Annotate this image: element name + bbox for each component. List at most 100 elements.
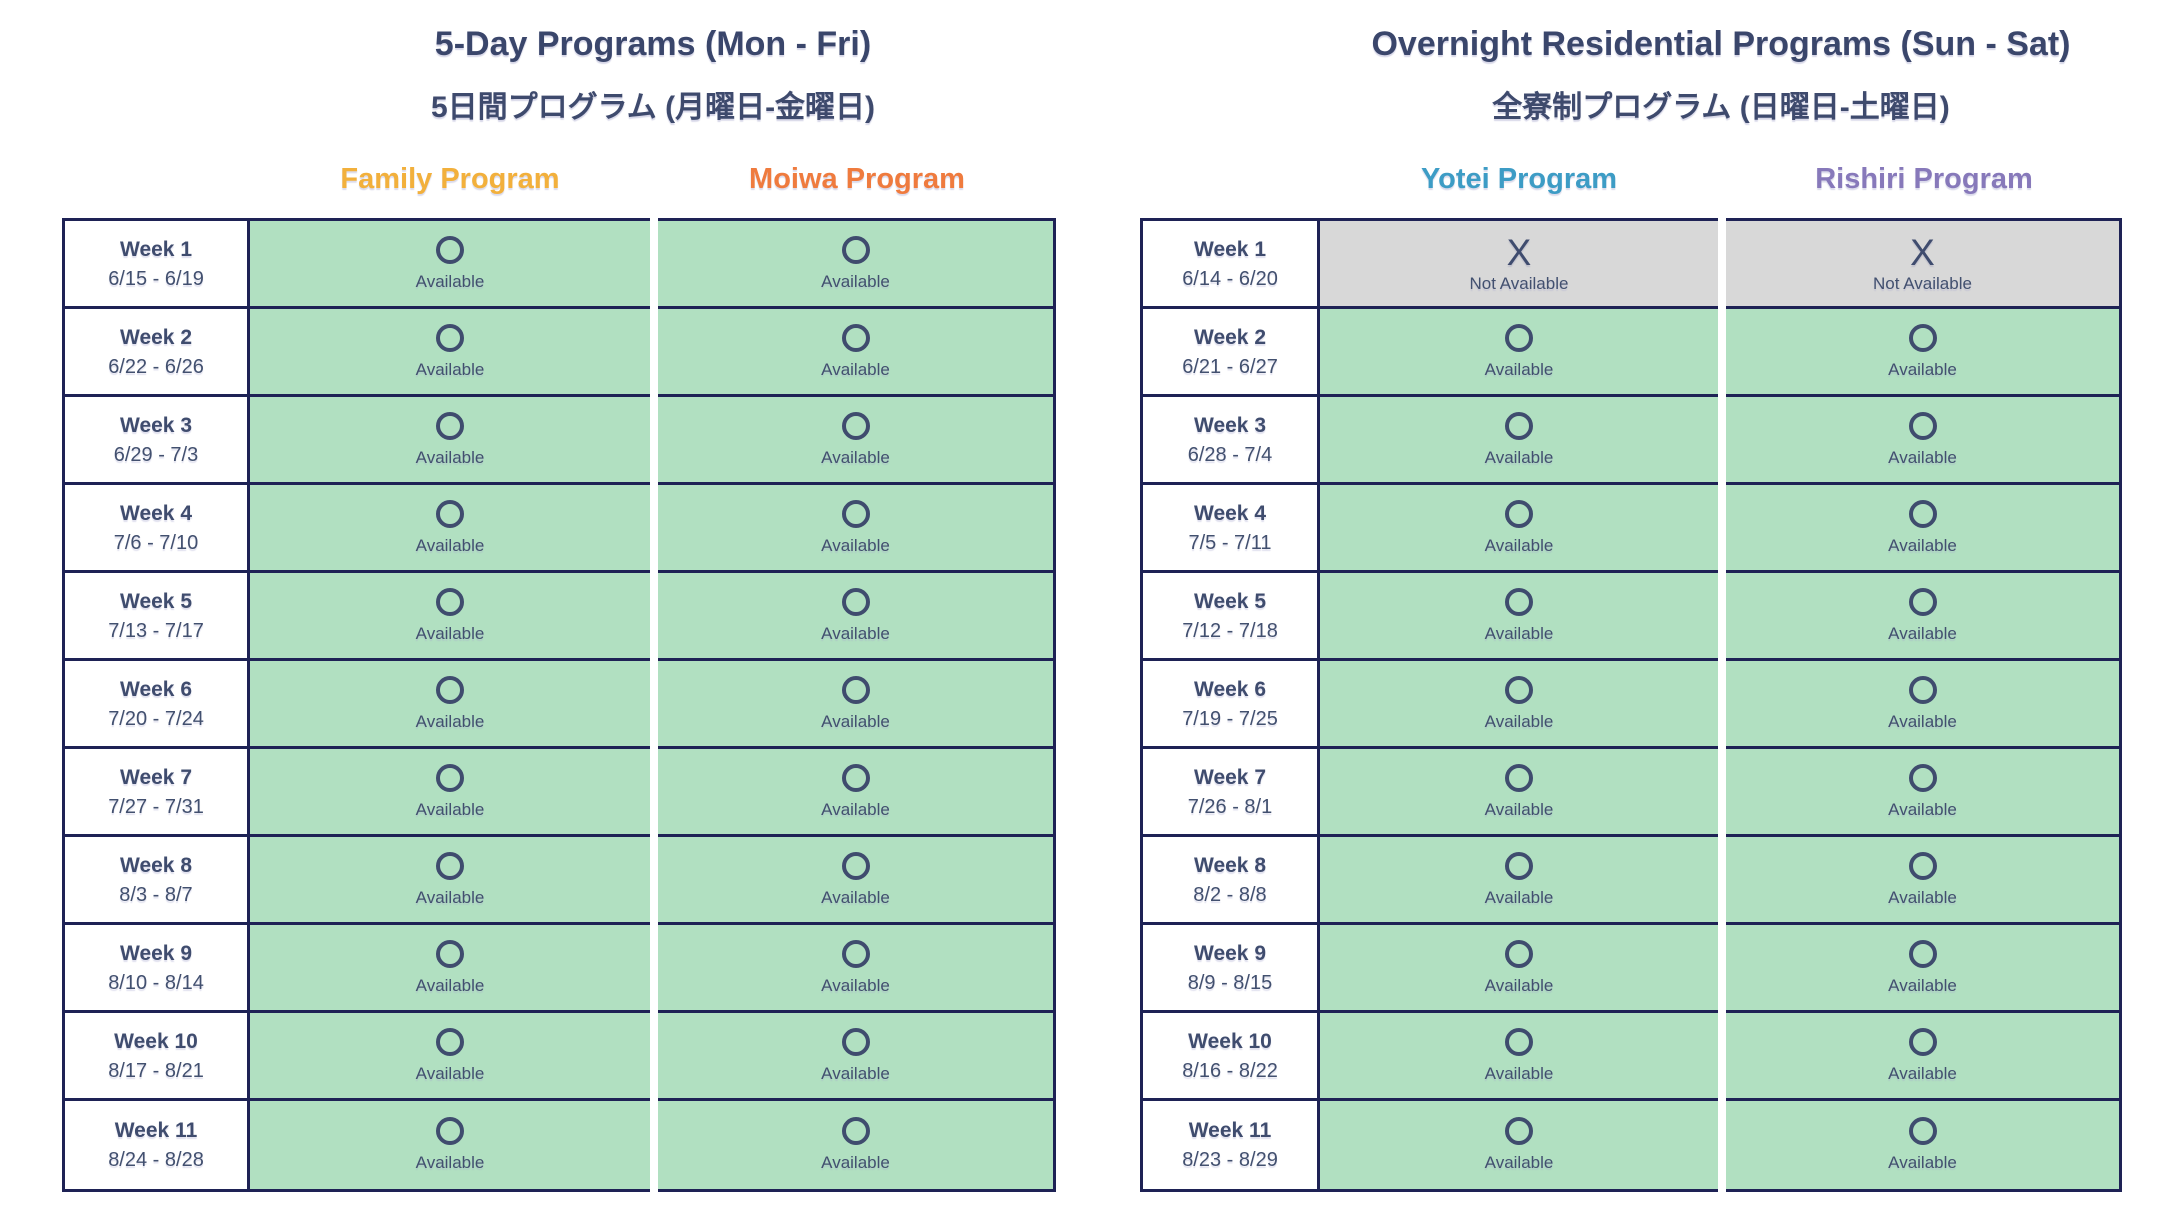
available-circle-icon xyxy=(436,675,464,704)
availability-cell: Available xyxy=(1726,925,2119,1013)
panel-title: 5-Day Programs (Mon - Fri) xyxy=(434,25,872,63)
week-cell: Week 2 6/21 - 6/27 xyxy=(1143,309,1317,397)
week-cell: Week 10 8/16 - 8/22 xyxy=(1143,1013,1317,1101)
week-label: Week 1 xyxy=(120,237,192,261)
available-circle-icon xyxy=(1505,587,1533,616)
availability-cell: Available xyxy=(1320,1101,1718,1189)
available-circle-icon xyxy=(1505,411,1533,440)
status-label: Available xyxy=(415,1153,485,1172)
week-label: Week 2 xyxy=(120,325,192,349)
week-label: Week 6 xyxy=(120,677,192,701)
status-label: Available xyxy=(1484,623,1554,643)
week-label: Week 8 xyxy=(1194,853,1266,877)
availability-cell: Available xyxy=(1726,309,2119,397)
available-circle-icon xyxy=(436,235,464,264)
status-label: Available xyxy=(415,1063,485,1083)
week-dates: 7/6 - 7/10 xyxy=(113,531,199,554)
week-dates: 7/27 - 7/31 xyxy=(108,795,204,818)
week-cell: Week 2 6/22 - 6/26 xyxy=(65,309,247,397)
week-label: Week 7 xyxy=(120,765,192,789)
availability-cell: Available xyxy=(1726,1013,2119,1101)
availability-cell: Available xyxy=(658,221,1053,309)
status-label: Available xyxy=(415,799,485,819)
week-label: Week 10 xyxy=(1188,1029,1272,1053)
available-circle-icon xyxy=(436,851,464,880)
availability-cell: Available xyxy=(250,485,650,573)
available-circle-icon xyxy=(1908,411,1937,440)
panel-title-block: 5-Day Programs (Mon - Fri) 5日間プログラム (月曜日… xyxy=(250,24,1056,126)
availability-cell: Available xyxy=(1320,309,1718,397)
status-label: Available xyxy=(1888,535,1957,555)
available-circle-icon xyxy=(436,1027,464,1056)
available-circle-icon xyxy=(436,499,464,528)
availability-cell: Available xyxy=(1726,485,2119,573)
week-cell: Week 3 6/28 - 7/4 xyxy=(1143,397,1317,485)
status-label: Available xyxy=(1484,1153,1554,1172)
available-circle-icon xyxy=(1505,675,1533,704)
status-label: Available xyxy=(1888,975,1957,995)
week-label: Week 1 xyxy=(1194,237,1266,261)
week-label: Week 10 xyxy=(114,1029,198,1053)
status-label: Available xyxy=(1484,887,1554,907)
panel-subtitle-jp: 5日間プログラム (月曜日-金曜日) xyxy=(430,91,876,124)
week-cell: Week 6 7/19 - 7/25 xyxy=(1143,661,1317,749)
available-circle-icon xyxy=(841,499,870,528)
status-label: Available xyxy=(415,711,485,731)
available-circle-icon xyxy=(1908,1027,1937,1056)
availability-cell: Available xyxy=(250,925,650,1013)
available-circle-icon xyxy=(1505,1027,1533,1056)
available-circle-icon xyxy=(436,939,464,968)
available-circle-icon xyxy=(1908,939,1937,968)
week-cell: Week 6 7/20 - 7/24 xyxy=(65,661,247,749)
panel-title-block: Overnight Residential Programs (Sun - Sa… xyxy=(1320,24,2122,126)
status-label: Available xyxy=(1484,975,1554,995)
availability-cell: Available xyxy=(1320,1013,1718,1101)
week-dates: 6/21 - 6/27 xyxy=(1182,355,1278,378)
status-label: Available xyxy=(821,1153,890,1172)
status-label: Available xyxy=(1484,711,1554,731)
available-circle-icon xyxy=(1908,851,1937,880)
availability-cell: Available xyxy=(1320,485,1718,573)
not-available-x-icon: X xyxy=(1910,231,1935,273)
status-label: Available xyxy=(1888,887,1957,907)
week-label: Week 5 xyxy=(1194,589,1266,613)
availability-cell: Available xyxy=(250,397,650,485)
availability-cell: Available xyxy=(658,1013,1053,1101)
availability-cell: Available xyxy=(658,1101,1053,1189)
week-cell: Week 5 7/12 - 7/18 xyxy=(1143,573,1317,661)
week-column: Week 1 6/15 - 6/19 Week 2 6/22 - 6/26 Week 3… xyxy=(62,218,250,1192)
week-label: Week 4 xyxy=(120,501,192,525)
status-label: Available xyxy=(821,799,890,819)
week-label: Week 8 xyxy=(120,853,192,877)
status-label: Available xyxy=(821,271,890,291)
status-label: Available xyxy=(1888,799,1957,819)
availability-cell: Available xyxy=(250,837,650,925)
status-label: Available xyxy=(821,711,890,731)
status-label: Available xyxy=(821,535,890,555)
week-dates: 7/5 - 7/11 xyxy=(1188,531,1272,554)
status-label: Available xyxy=(415,975,485,995)
status-label: Available xyxy=(1888,1153,1957,1172)
program-header-row: Family Program Moiwa Program xyxy=(250,162,1056,196)
status-label: Available xyxy=(415,447,485,467)
status-label: Available xyxy=(821,447,890,467)
week-dates: 7/19 - 7/25 xyxy=(1182,707,1278,730)
availability-cell: Available xyxy=(658,397,1053,485)
status-label: Available xyxy=(821,887,890,907)
week-cell: Week 4 7/5 - 7/11 xyxy=(1143,485,1317,573)
status-label: Available xyxy=(1484,359,1554,379)
week-dates: 8/3 - 8/7 xyxy=(119,883,193,906)
program-column: X Not Available Available Available Availabl… xyxy=(1320,218,1718,1192)
week-cell: Week 5 7/13 - 7/17 xyxy=(65,573,247,661)
availability-cell: Available xyxy=(250,221,650,309)
availability-cell: Available xyxy=(658,837,1053,925)
availability-cell: Available xyxy=(1320,837,1718,925)
available-circle-icon xyxy=(841,851,870,880)
status-label: Available xyxy=(1484,1063,1554,1083)
status-label: Not Available xyxy=(1469,273,1569,293)
week-dates: 8/23 - 8/29 xyxy=(1182,1149,1278,1171)
availability-table: Week 1 6/15 - 6/19 Week 2 6/22 - 6/26 Week 3… xyxy=(62,218,1056,1192)
available-circle-icon xyxy=(1908,675,1937,704)
availability-cell: Available xyxy=(658,485,1053,573)
available-circle-icon xyxy=(841,1027,870,1056)
